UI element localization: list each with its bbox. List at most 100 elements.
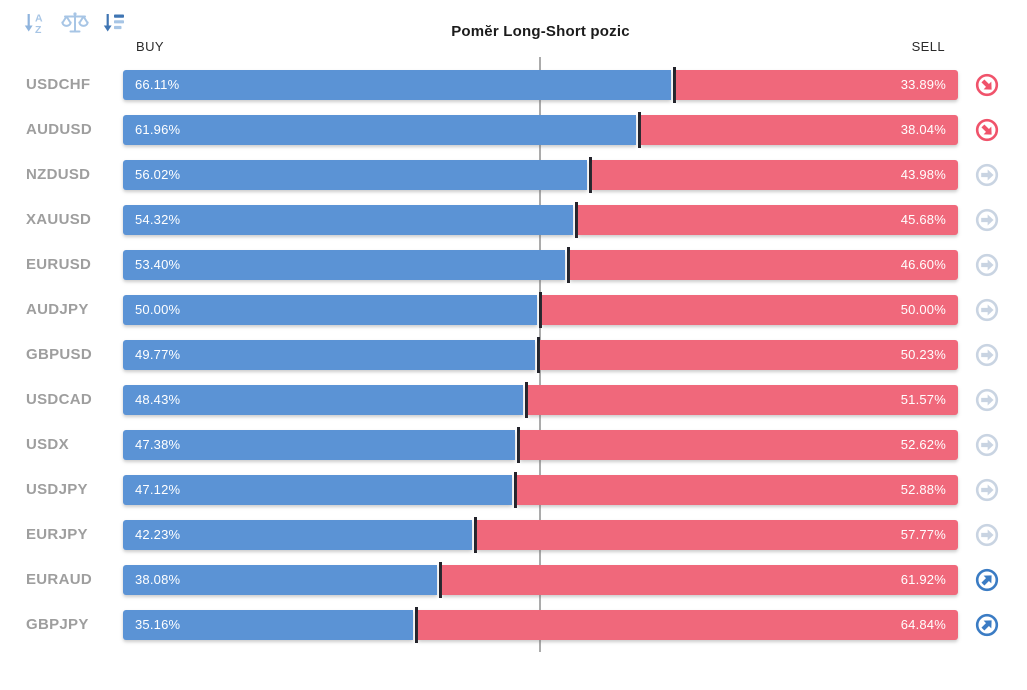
trend-cell [958,118,1027,142]
buy-percentage: 66.11% [135,77,180,92]
sell-column-header: SELL [911,39,945,54]
table-row: AUDUSD 61.96% 38.04% [0,107,1027,152]
pair-label: USDCAD [26,391,92,408]
trend-flat-arrow-icon [975,523,999,546]
sell-segment: 52.62% [519,429,958,460]
ratio-bar: 42.23% 57.77% [123,512,958,557]
pair-label: XAUUSD [26,211,92,228]
buy-sell-divider-marker [673,66,677,103]
buy-percentage: 42.23% [135,527,181,542]
buy-column-header: BUY [136,39,164,54]
table-row: GBPJPY 35.16% 64.84% [0,602,1027,647]
buy-sell-divider-marker [566,246,570,283]
sell-segment: 57.77% [476,519,958,550]
buy-segment: 66.11% [123,69,672,100]
ratio-bar: 38.08% 61.92% [123,557,958,602]
pair-label: EURUSD [26,256,92,273]
buy-segment: 61.96% [123,114,637,145]
sell-percentage: 50.00% [900,302,946,317]
buy-percentage: 47.12% [135,482,181,497]
trend-cell [958,613,1027,637]
ratio-bar: 47.12% 52.88% [123,467,958,512]
trend-flat-button[interactable] [975,163,999,187]
buy-segment: 53.40% [123,249,565,280]
balance-scale-icon [61,12,89,33]
trend-cell [958,208,1027,232]
ratio-bar: 66.11% 33.89% [123,62,958,107]
ratio-bar: 48.43% 51.57% [123,377,958,422]
balance-scale-button[interactable] [58,8,92,39]
buy-percentage: 35.16% [135,617,181,632]
table-row: EURUSD 53.40% 46.60% [0,242,1027,287]
long-short-bar-list: USDCHF 66.11% 33.89% AUDUSD 61.96% 38.04% NZDU… [0,62,1027,647]
table-row: USDJPY 47.12% 52.88% [0,467,1027,512]
sell-percentage: 52.88% [900,482,946,497]
buy-sell-divider-marker [538,291,542,328]
trend-flat-button[interactable] [975,523,999,547]
trend-cell [958,433,1027,457]
buy-percentage: 47.38% [135,437,181,452]
sell-percentage: 38.04% [900,122,946,137]
trend-flat-arrow-icon [975,433,999,456]
sell-segment: 33.89% [676,69,958,100]
sell-percentage: 64.84% [900,617,946,632]
sell-percentage: 57.77% [900,527,946,542]
table-row: USDX 47.38% 52.62% [0,422,1027,467]
buy-segment: 47.38% [123,429,515,460]
sell-segment: 52.88% [517,474,958,505]
table-row: GBPUSD 49.77% 50.23% [0,332,1027,377]
buy-sell-divider-marker [516,426,520,463]
pair-label: EURJPY [26,526,88,543]
sell-percentage: 45.68% [900,212,946,227]
trend-down-button[interactable] [975,118,999,142]
trend-flat-arrow-icon [975,163,999,186]
sell-percentage: 46.60% [900,257,946,272]
trend-flat-button[interactable] [975,298,999,322]
buy-segment: 49.77% [123,339,535,370]
trend-down-button[interactable] [975,73,999,97]
ratio-bar: 54.32% 45.68% [123,197,958,242]
trend-up-button[interactable] [975,568,999,592]
trend-flat-arrow-icon [975,343,999,366]
buy-segment: 48.43% [123,384,524,415]
sell-percentage: 43.98% [900,167,946,182]
trend-flat-arrow-icon [975,208,999,231]
table-row: XAUUSD 54.32% 45.68% [0,197,1027,242]
buy-percentage: 48.43% [135,392,181,407]
pair-label: NZDUSD [26,166,91,183]
trend-flat-button[interactable] [975,253,999,277]
table-row: USDCAD 48.43% 51.57% [0,377,1027,422]
buy-segment: 42.23% [123,519,472,550]
table-row: EURJPY 42.23% 57.77% [0,512,1027,557]
trend-flat-button[interactable] [975,478,999,502]
sort-amount-button[interactable] [99,8,129,39]
sell-segment: 43.98% [591,159,958,190]
pair-label: EURAUD [26,571,92,588]
toolbar: A Z [20,8,129,39]
trend-up-button[interactable] [975,613,999,637]
trend-flat-button[interactable] [975,433,999,457]
buy-sell-divider-marker [414,606,418,643]
trend-down-arrow-icon [975,118,999,141]
sort-alphabetical-button[interactable]: A Z [20,8,51,39]
pair-label: AUDUSD [26,121,92,138]
trend-cell [958,523,1027,547]
sell-segment: 50.23% [539,339,958,370]
trend-flat-button[interactable] [975,388,999,412]
trend-flat-button[interactable] [975,343,999,367]
buy-percentage: 49.77% [135,347,181,362]
sell-percentage: 61.92% [900,572,946,587]
sort-amount-icon [103,14,124,32]
trend-flat-arrow-icon [975,388,999,411]
ratio-bar: 50.00% 50.00% [123,287,958,332]
buy-percentage: 54.32% [135,212,181,227]
ratio-bar: 53.40% 46.60% [123,242,958,287]
buy-segment: 54.32% [123,204,573,235]
trend-cell [958,568,1027,592]
trend-cell [958,253,1027,277]
sell-segment: 64.84% [417,609,958,640]
svg-text:Z: Z [35,24,42,36]
buy-percentage: 61.96% [135,122,181,137]
pair-label: GBPUSD [26,346,92,363]
trend-flat-button[interactable] [975,208,999,232]
